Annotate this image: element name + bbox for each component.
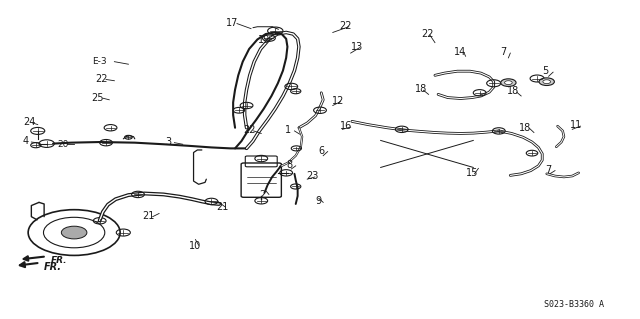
Text: 16: 16 bbox=[340, 121, 353, 131]
Text: 15: 15 bbox=[466, 168, 478, 178]
Text: 20: 20 bbox=[57, 140, 68, 149]
Text: 17: 17 bbox=[225, 18, 238, 28]
Text: 7: 7 bbox=[545, 165, 551, 175]
Text: 11: 11 bbox=[570, 120, 582, 130]
Text: 22: 22 bbox=[95, 73, 108, 84]
Text: S023-B3360 A: S023-B3360 A bbox=[543, 300, 604, 309]
Text: FR.: FR. bbox=[51, 256, 67, 265]
Text: 9: 9 bbox=[315, 197, 321, 206]
Text: 18: 18 bbox=[519, 123, 531, 133]
Text: 22: 22 bbox=[421, 29, 433, 39]
Circle shape bbox=[543, 80, 550, 84]
Text: 13: 13 bbox=[351, 42, 363, 52]
Text: 21: 21 bbox=[216, 202, 229, 211]
Circle shape bbox=[504, 81, 512, 85]
Text: 25: 25 bbox=[92, 93, 104, 103]
Text: 8: 8 bbox=[287, 160, 293, 170]
Text: 2: 2 bbox=[259, 190, 266, 200]
Circle shape bbox=[61, 226, 87, 239]
Text: 6: 6 bbox=[319, 145, 325, 156]
Text: 22: 22 bbox=[339, 21, 351, 31]
Text: 23: 23 bbox=[306, 171, 318, 181]
Text: 3: 3 bbox=[166, 137, 172, 147]
Text: E-3: E-3 bbox=[92, 57, 107, 66]
Text: FR.: FR. bbox=[44, 262, 62, 271]
Text: 12: 12 bbox=[332, 96, 344, 106]
Text: 14: 14 bbox=[454, 47, 467, 56]
Text: 18: 18 bbox=[415, 84, 427, 94]
Text: 10: 10 bbox=[189, 241, 202, 251]
Circle shape bbox=[500, 79, 516, 86]
Text: 4: 4 bbox=[23, 136, 29, 146]
Text: 24: 24 bbox=[23, 117, 35, 127]
Text: 22: 22 bbox=[243, 125, 256, 135]
Circle shape bbox=[539, 78, 554, 85]
Text: 1: 1 bbox=[285, 125, 291, 135]
Text: 18: 18 bbox=[506, 86, 519, 96]
Text: 21: 21 bbox=[143, 211, 155, 221]
Text: 5: 5 bbox=[542, 66, 548, 76]
Text: 19: 19 bbox=[258, 35, 270, 45]
Text: 7: 7 bbox=[500, 47, 506, 57]
